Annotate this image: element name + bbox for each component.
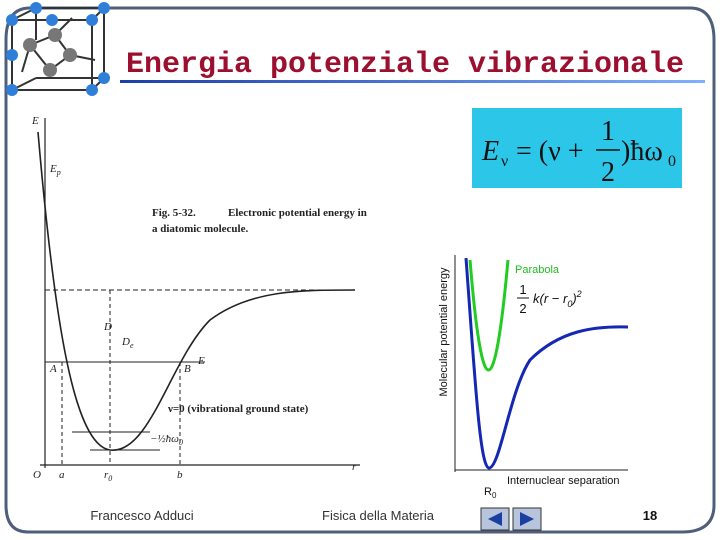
label-ep-sub: p [56,168,61,177]
atom [46,14,58,26]
parabola-label: Parabola [515,264,560,276]
caption-line2: a diatomic molecule. [152,223,248,235]
label-r-axis: r [352,461,357,473]
formula-eq: = (ν + [516,136,584,167]
nav-next[interactable] [512,507,542,531]
atom [6,49,18,61]
nav-prev[interactable] [480,507,510,531]
parabola-expression: 1 2 k(r − r0)2 [517,282,582,316]
label-tick-a: a [59,469,65,481]
potential-curve [37,131,356,451]
caption-fig: Fig. 5-32. [152,207,196,219]
label-de-main: D [121,336,130,348]
label-de-sub: e [130,341,134,350]
atom [98,2,110,14]
atom [63,48,77,62]
formula-box [472,108,682,188]
title-underline [120,80,705,83]
formula-rhs: )ħω [621,136,663,167]
label-de: De [121,336,134,350]
atom [30,2,42,14]
label-ground: ν=0 (vibrational ground state) [167,403,309,415]
label-tick-r0: r0 [104,469,112,483]
label-half-main: −½ħω [150,433,179,445]
label-r0-main: r [104,469,109,481]
label-tick-b: b [177,469,183,481]
right-x-label: Internuclear separation [507,475,620,487]
formula: E ν = (ν + 1 2 )ħω 0 [481,116,676,188]
label-r0-sub: 0 [108,474,112,483]
parabola-curve [468,259,510,372]
caption: Fig. 5-32. Electronic potential energy i… [152,207,367,235]
label-d: D [103,321,112,333]
label-half-sub: 0 [179,438,183,447]
label-e-axis: E [31,115,39,127]
formula-lhs-sub: ν [501,153,508,170]
formula-num: 1 [601,116,615,147]
right-r0-label: R0 [484,486,497,500]
atom [6,14,18,26]
label-ep-main: E [49,163,57,175]
nav-next-arrow[interactable] [520,512,534,526]
expr-sup: 2 [576,289,582,299]
formula-den: 2 [601,157,615,188]
label-b-point: B [184,363,191,375]
label-ep: Ep [49,163,61,177]
nav-prev-arrow[interactable] [488,512,502,526]
right-figure [454,255,629,472]
right-r0-sub: 0 [492,491,497,500]
page-number: 18 [643,508,657,523]
expr-den: 2 [519,301,526,316]
formula-rhs-sub: 0 [668,153,676,170]
atom [6,84,18,96]
label-origin: O [33,469,41,481]
atom [86,84,98,96]
label-half: −½ħω0 [150,433,183,447]
atom [23,38,37,52]
footer-course: Fisica della Materia [322,508,435,523]
atom [86,14,98,26]
atom [43,63,57,77]
right-r0-main: R [484,486,492,498]
label-a-point: A [49,363,57,375]
formula-lhs: E [481,136,499,167]
expr-main: k(r − r [533,291,568,306]
lattice-atoms [6,2,110,96]
expr-sub: 0 [567,299,572,309]
expr-num: 1 [519,282,526,297]
footer-author: Francesco Adduci [90,508,193,523]
atom [98,72,110,84]
right-y-label: Molecular potential energy [438,267,450,397]
slide-frame [4,6,716,534]
atom [48,28,62,42]
expr-body: k(r − r0)2 [533,289,582,309]
expr-end: ) [570,291,576,306]
label-e-level: E [197,355,205,367]
left-figure [37,118,360,468]
morse-curve [464,257,629,470]
slide-title: Energia potenziale vibrazionale [126,48,684,82]
caption-line1: Electronic potential energy in [228,207,367,219]
